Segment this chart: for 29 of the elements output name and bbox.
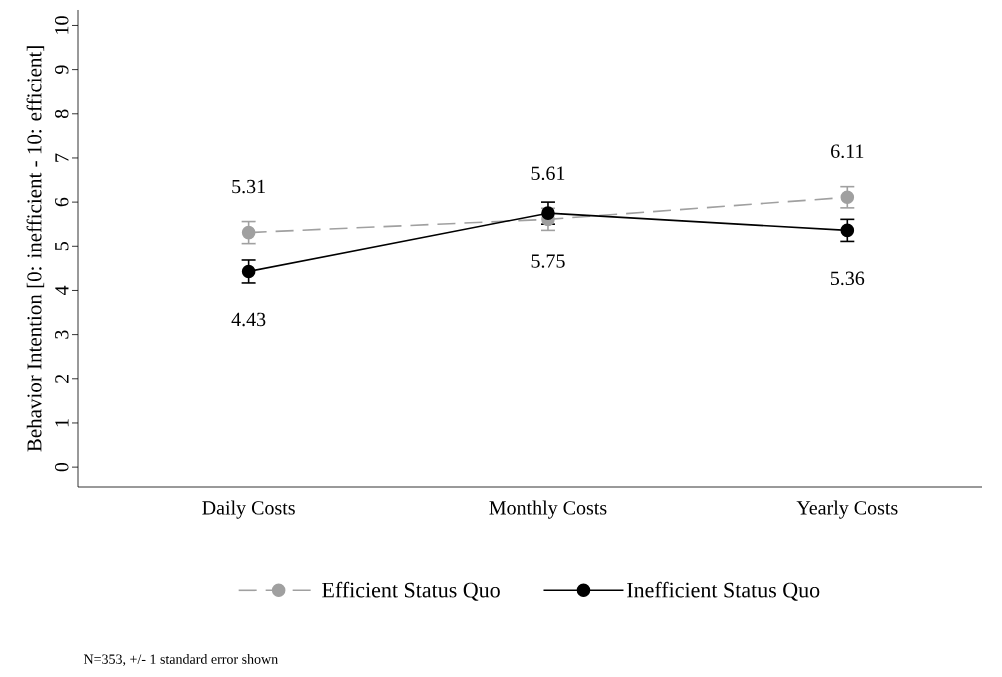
data-label: 4.43: [231, 312, 266, 327]
y-tick-label: 8: [54, 109, 69, 119]
y-tick-label: 5: [55, 242, 69, 251]
legend-label: Efficient Status Quo: [322, 581, 500, 601]
y-tick-label: 2: [55, 374, 69, 383]
data-label: 5.75: [531, 254, 565, 268]
data-label: 5.31: [232, 179, 265, 194]
point: [840, 223, 855, 238]
y-tick-label: 9: [55, 65, 69, 74]
data-label: 5.36: [830, 271, 865, 286]
y-tick-label: 3: [55, 330, 69, 339]
y-tick-label: 0: [54, 462, 69, 472]
y-tick-label: 4: [55, 285, 69, 296]
y-tick-label: 7: [55, 153, 69, 162]
point: [241, 225, 256, 240]
y-tick-label: 6: [55, 197, 69, 207]
legend-label: Inefficient Status Quo: [627, 581, 820, 601]
y-tick-label: 10: [54, 16, 69, 34]
data-label: 6.11: [831, 144, 864, 159]
y-axis-title: Behavior Intention [0: inefficient - 10: efficient]: [26, 46, 45, 452]
y-tick-label: 1: [55, 419, 69, 427]
x-tick-label: Daily Costs: [202, 500, 295, 519]
data-label: 5.61: [531, 166, 565, 181]
point: [241, 264, 256, 279]
x-tick-label: Monthly Costs: [489, 500, 607, 519]
x-tick-label: Yearly Costs: [796, 500, 898, 519]
text: N=353, +/- 1 standard error shown: [83, 654, 278, 666]
point: [541, 206, 555, 220]
point: [840, 190, 855, 205]
